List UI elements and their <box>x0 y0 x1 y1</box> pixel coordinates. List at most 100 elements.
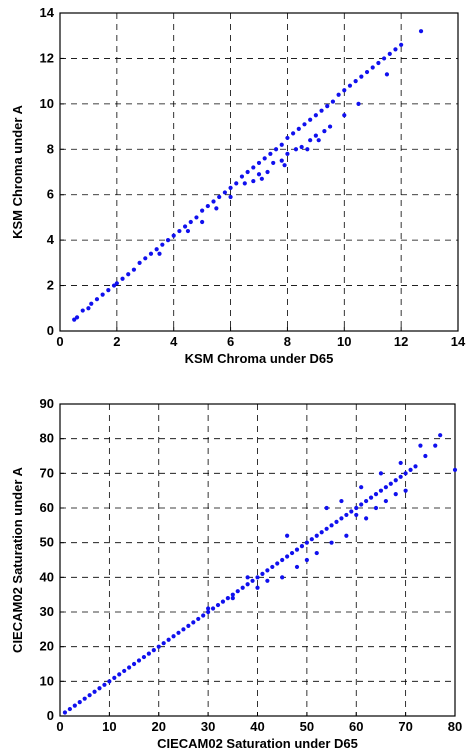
data-point <box>107 679 112 684</box>
data-point <box>112 675 117 680</box>
data-point <box>200 208 205 213</box>
data-point <box>201 613 206 618</box>
data-point <box>92 689 97 694</box>
data-point <box>398 474 403 479</box>
data-point <box>143 256 148 261</box>
y-axis-label: CIECAM02 Saturation under A <box>10 466 25 652</box>
data-point <box>279 158 284 163</box>
data-point <box>171 233 176 238</box>
data-point <box>256 160 262 166</box>
data-point <box>256 172 262 177</box>
top-scatter-plot: 0 2 4 6 8 10 12 14 0 2 4 6 8 10 12 14 KSM Chroma under D… <box>10 5 466 366</box>
data-point <box>296 126 301 131</box>
data-point <box>186 623 191 628</box>
x-tick-label: 30 <box>201 719 215 734</box>
data-point <box>327 124 333 129</box>
data-point <box>403 471 408 476</box>
data-point <box>353 79 358 84</box>
data-point <box>370 65 375 70</box>
data-point <box>250 578 255 583</box>
data-point <box>259 176 264 181</box>
data-point <box>122 668 127 674</box>
x-tick-label: 2 <box>113 334 120 349</box>
data-point <box>242 181 247 186</box>
data-point <box>393 478 398 483</box>
data-point <box>275 561 280 566</box>
data-point <box>225 596 230 601</box>
data-point <box>378 471 384 476</box>
y-tick-label: 8 <box>47 141 54 156</box>
data-point <box>260 571 265 576</box>
data-point <box>146 651 151 656</box>
y-tick-label: 10 <box>40 673 54 688</box>
data-point <box>265 568 270 573</box>
x-tick-label: 14 <box>451 334 466 349</box>
data-point <box>206 606 211 611</box>
data-point <box>294 564 300 570</box>
data-point <box>206 609 211 615</box>
data-point <box>165 238 171 243</box>
y-tick-label: 30 <box>40 604 54 619</box>
data-point <box>378 488 384 493</box>
data-point <box>334 519 339 524</box>
data-point <box>291 131 296 136</box>
data-point <box>339 516 344 521</box>
x-tick-label: 0 <box>56 334 63 349</box>
data-point <box>373 492 379 497</box>
data-point <box>117 672 122 677</box>
x-tick-label: 10 <box>337 334 351 349</box>
data-point <box>364 498 369 504</box>
data-point <box>273 147 279 152</box>
data-point <box>214 206 219 211</box>
x-tick-label: 4 <box>170 334 178 349</box>
data-point <box>325 104 330 109</box>
x-tick-label: 50 <box>300 719 314 734</box>
y-tick-label: 2 <box>47 278 54 293</box>
data-point <box>77 700 82 705</box>
data-point <box>160 242 165 247</box>
data-point <box>255 575 260 580</box>
x-tick-label: 12 <box>394 334 408 349</box>
data-point <box>157 251 162 256</box>
data-point <box>285 554 290 559</box>
data-point <box>285 151 290 156</box>
data-point <box>339 498 344 504</box>
data-point <box>156 644 161 649</box>
data-point <box>383 498 388 504</box>
x-tick-label: 6 <box>227 334 234 349</box>
data-point <box>200 219 205 225</box>
data-point <box>354 505 359 511</box>
data-point <box>398 460 403 466</box>
data-point <box>393 492 398 497</box>
data-point <box>182 224 188 229</box>
data-point <box>234 181 239 186</box>
data-point <box>364 516 369 521</box>
data-point <box>126 272 131 277</box>
data-point <box>344 512 349 518</box>
data-point <box>304 557 309 563</box>
data-point <box>136 658 142 663</box>
data-point <box>161 641 166 646</box>
data-point <box>342 113 347 118</box>
data-point <box>251 178 256 184</box>
data-point <box>359 502 364 507</box>
data-point <box>245 575 250 580</box>
data-point <box>171 634 176 639</box>
data-point <box>324 526 329 531</box>
data-point <box>381 56 387 61</box>
y-tick-label: 12 <box>40 50 54 65</box>
data-point <box>376 60 381 66</box>
data-point <box>354 512 359 518</box>
data-point <box>210 606 216 611</box>
data-point <box>181 627 186 632</box>
data-point <box>299 144 304 150</box>
data-point <box>359 74 364 79</box>
data-point <box>452 467 458 472</box>
y-tick-label: 60 <box>40 500 54 515</box>
data-point <box>294 547 300 552</box>
data-point <box>141 654 147 660</box>
y-tick-label: 70 <box>40 465 54 480</box>
data-point <box>319 108 324 113</box>
y-tick-label: 14 <box>40 5 55 20</box>
